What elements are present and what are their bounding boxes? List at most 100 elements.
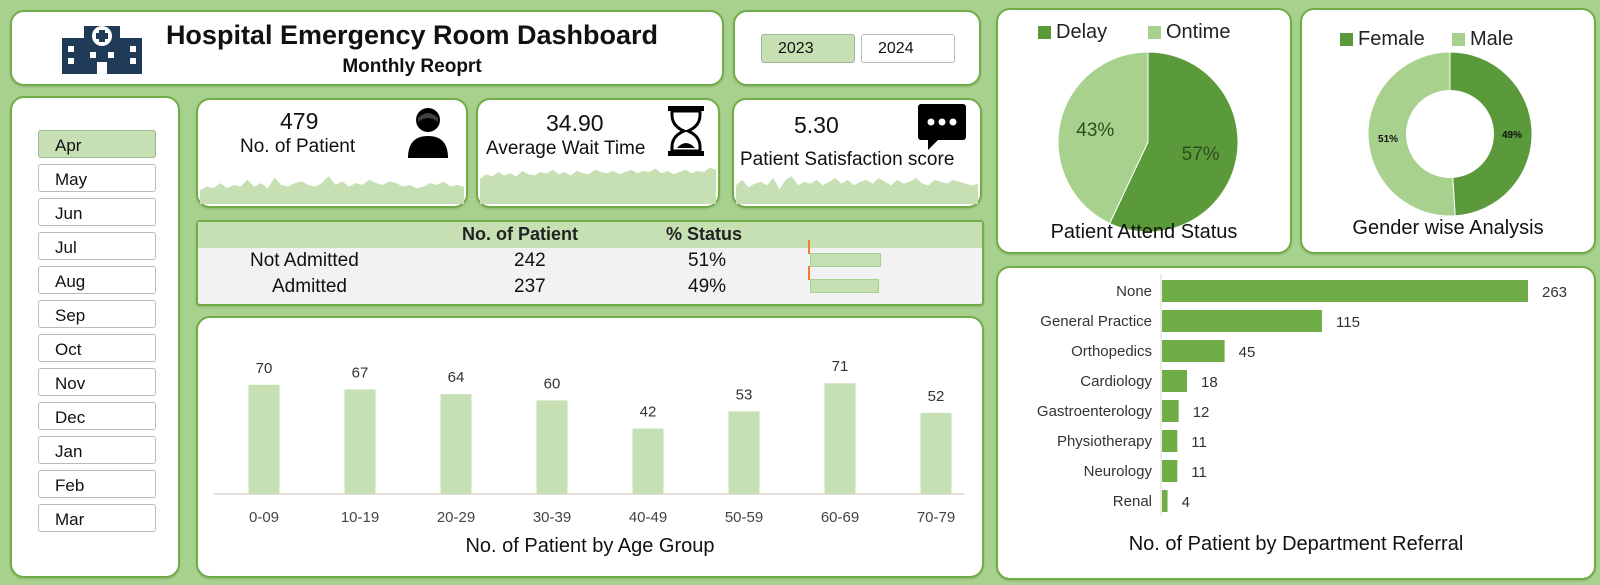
age-tick-label: 60-69 <box>821 509 859 526</box>
month-button-dec[interactable]: Dec <box>38 402 156 430</box>
dept-tick-label: None <box>1116 283 1152 300</box>
gender-chart: Female Male 49% 51% Gender wise Analysis <box>1340 28 1544 239</box>
dept-bar-label: 18 <box>1201 374 1218 391</box>
legend-label: Delay <box>1056 21 1107 43</box>
dept-bar <box>1162 370 1188 392</box>
dept-bar <box>1162 310 1323 332</box>
dept-bar-label: 115 <box>1336 314 1360 331</box>
month-button-apr[interactable]: Apr <box>38 130 156 158</box>
chart-title: Gender wise Analysis <box>1352 217 1543 239</box>
hourglass-icon <box>668 106 704 156</box>
year-slicer: 2023 2024 <box>733 10 981 86</box>
pie-label: 49% <box>1502 130 1522 141</box>
age-bar <box>440 394 472 494</box>
age-tick-label: 70-79 <box>917 509 955 526</box>
month-button-jun[interactable]: Jun <box>38 198 156 226</box>
month-button-oct[interactable]: Oct <box>38 334 156 362</box>
dept-bar-label: 45 <box>1239 344 1256 361</box>
kpi-satisfaction-value: 5.30 <box>794 112 839 138</box>
age-bar-label: 42 <box>640 403 657 420</box>
legend-label: Male <box>1470 28 1513 50</box>
age-bar <box>248 384 280 494</box>
dept-bar <box>1162 430 1178 452</box>
age-bar-label: 53 <box>736 386 753 403</box>
admission-row-count: 242 <box>514 250 546 271</box>
age-bar <box>344 389 376 494</box>
admission-header-count: No. of Patient <box>462 224 578 244</box>
dept-tick-label: Cardiology <box>1080 373 1152 390</box>
dept-bar-label: 263 <box>1542 284 1567 301</box>
kpi-satisfaction-label: Patient Satisfaction score <box>740 149 955 170</box>
dept-bar-label: 11 <box>1191 464 1207 481</box>
dept-bar-label: 11 <box>1191 434 1207 451</box>
dept-bar <box>1162 400 1179 422</box>
attend-status-card: Delay Ontime 57% 43% Patient Attend Status <box>996 8 1292 254</box>
year-button-2023[interactable]: 2023 <box>761 34 855 63</box>
dept-bar <box>1162 490 1168 512</box>
dept-tick-label: Gastroenterology <box>1037 403 1153 420</box>
age-tick-label: 20-29 <box>437 509 475 526</box>
satisfaction-sparkline-area <box>736 176 978 204</box>
data-bar-axis <box>808 266 810 280</box>
admission-data-bar <box>810 253 881 267</box>
wait-sparkline <box>480 167 716 204</box>
kpi-patients-value: 479 <box>280 108 319 134</box>
page-title: Hospital Emergency Room Dashboard <box>165 20 659 50</box>
month-button-may[interactable]: May <box>38 164 156 192</box>
legend-swatch <box>1452 33 1465 46</box>
dept-tick-label: Orthopedics <box>1071 343 1152 360</box>
dept-bar <box>1162 280 1528 302</box>
age-bar <box>536 400 568 494</box>
page-subtitle: Monthly Reoprt <box>342 56 482 77</box>
month-button-jan[interactable]: Jan <box>38 436 156 464</box>
legend-label: Ontime <box>1166 21 1230 43</box>
wait-sparkline-area <box>480 167 716 204</box>
admission-row-count: 237 <box>514 276 546 297</box>
age-bar <box>632 428 664 494</box>
month-button-sep[interactable]: Sep <box>38 300 156 328</box>
dept-tick-label: General Practice <box>1040 313 1152 330</box>
age-bar-label: 52 <box>928 388 945 405</box>
data-bar-axis <box>808 240 810 254</box>
month-button-mar[interactable]: Mar <box>38 504 156 532</box>
month-button-jul[interactable]: Jul <box>38 232 156 260</box>
kpi-patients: 479 No. of Patient <box>196 98 468 208</box>
month-slicer: Apr May Jun Jul Aug Sep Oct Nov Dec Jan … <box>10 96 180 578</box>
age-tick-label: 40-49 <box>629 509 667 526</box>
chart-title: No. of Patient by Department Referral <box>1129 533 1464 555</box>
kpi-satisfaction: 5.30 Patient Satisfaction score <box>732 98 982 208</box>
month-button-feb[interactable]: Feb <box>38 470 156 498</box>
age-bar-label: 67 <box>352 364 369 381</box>
department-referral-chart: None 263 General Practice 115 Orthopedics 45 C… <box>1037 274 1567 555</box>
department-referral-card: None 263 General Practice 115 Orthopedics 45 C… <box>996 266 1596 580</box>
kpi-patients-label: No. of Patient <box>240 136 356 157</box>
kpi-wait-label: Average Wait Time <box>486 138 646 159</box>
legend-swatch <box>1148 26 1161 39</box>
patient-icon <box>408 108 448 158</box>
satisfaction-sparkline <box>736 176 978 204</box>
month-button-nov[interactable]: Nov <box>38 368 156 396</box>
hospital-icon <box>62 26 142 74</box>
donut-hole <box>1406 90 1494 178</box>
admission-row-pct: 49% <box>688 276 727 297</box>
age-tick-label: 0-09 <box>249 509 279 526</box>
gender-card: Female Male 49% 51% Gender wise Analysis <box>1300 8 1596 254</box>
age-tick-label: 30-39 <box>533 509 571 526</box>
admission-table: No. of Patient % Status Not Admitted 242… <box>196 220 984 306</box>
dept-tick-label: Physiotherapy <box>1057 433 1153 450</box>
kpi-wait-value: 34.90 <box>546 110 604 136</box>
dept-tick-label: Renal <box>1113 493 1152 510</box>
admission-row-label: Admitted <box>272 276 347 297</box>
admission-header-status: % Status <box>666 224 743 244</box>
pie-slice <box>1109 51 1239 233</box>
age-bar-label: 64 <box>448 369 465 386</box>
admission-table-header <box>198 222 982 248</box>
attend-status-chart: Delay Ontime 57% 43% Patient Attend Status <box>1038 21 1239 243</box>
dept-bar <box>1162 460 1178 482</box>
chart-title: Patient Attend Status <box>1051 221 1238 243</box>
patients-sparkline-area <box>200 176 464 204</box>
month-button-aug[interactable]: Aug <box>38 266 156 294</box>
admission-data-bar <box>810 279 879 293</box>
year-button-2024[interactable]: 2024 <box>861 34 955 63</box>
title-card: Hospital Emergency Room Dashboard Monthl… <box>10 10 724 86</box>
